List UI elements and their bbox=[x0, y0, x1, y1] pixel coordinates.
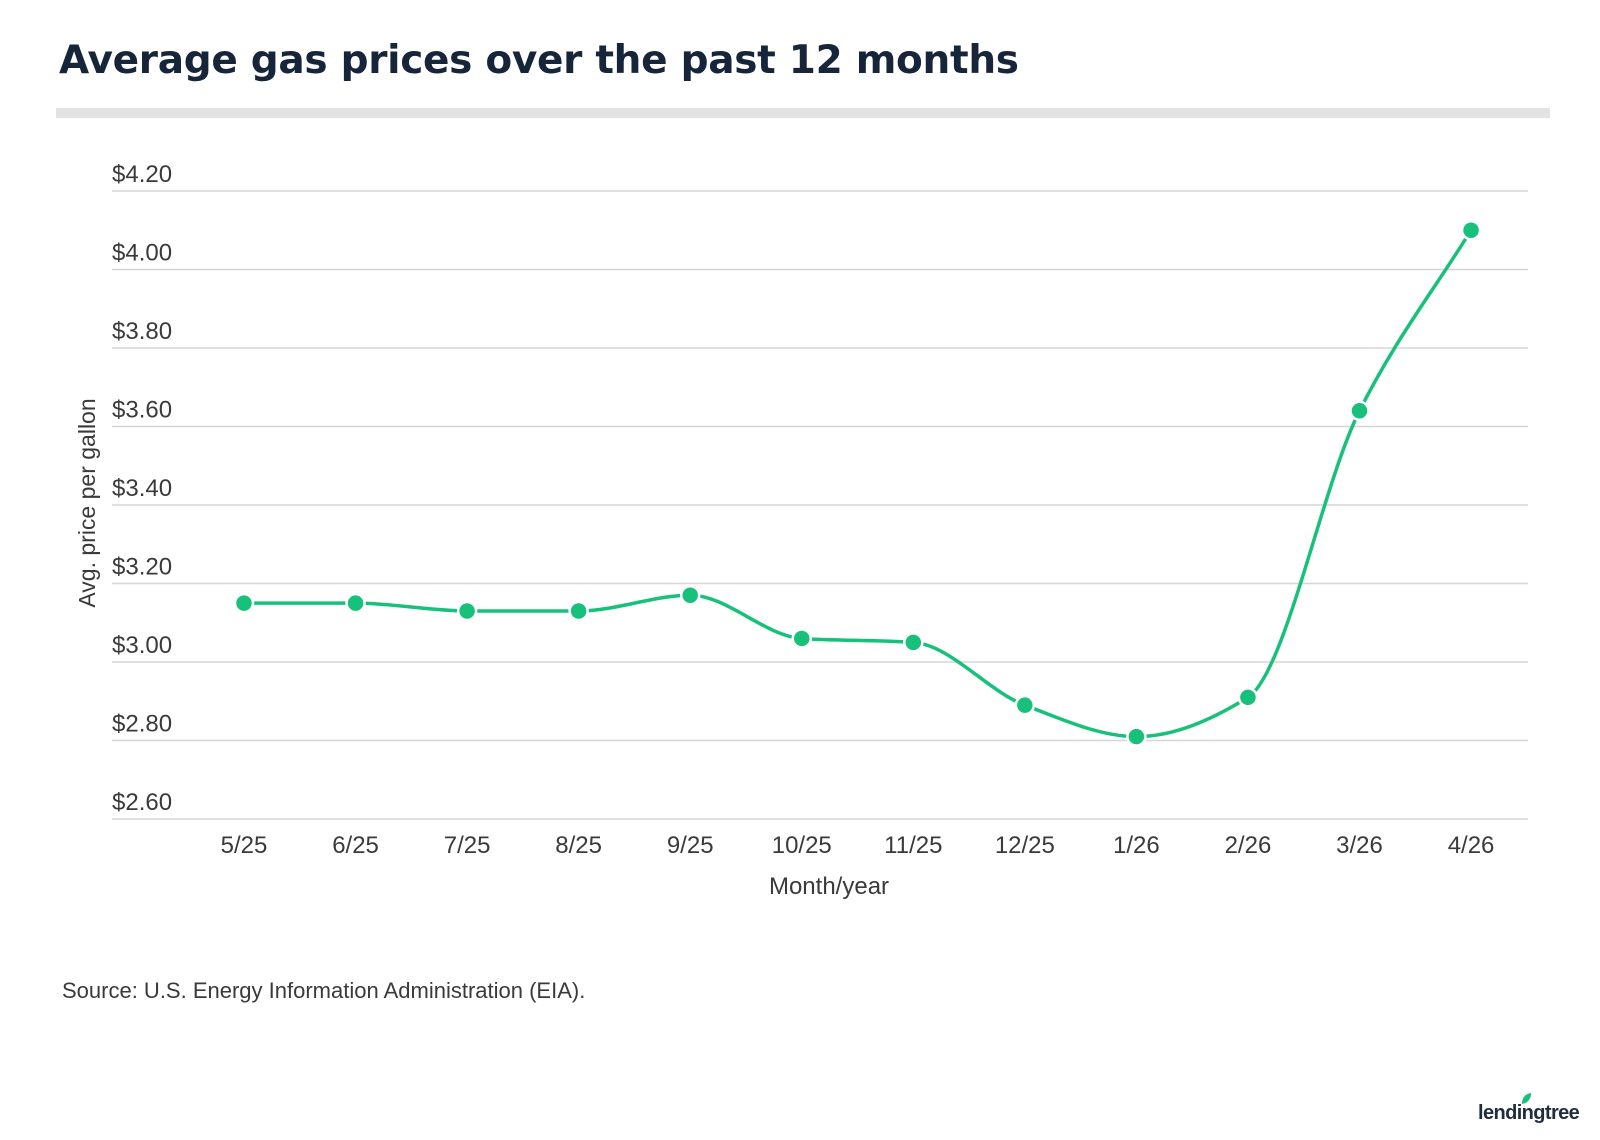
x-tick-label: 1/26 bbox=[1113, 832, 1160, 859]
y-tick-label: $3.00 bbox=[112, 632, 172, 659]
data-point bbox=[233, 592, 255, 614]
y-tick-label: $3.20 bbox=[112, 554, 172, 581]
x-tick-label: 4/26 bbox=[1448, 832, 1495, 859]
leaf-icon bbox=[1522, 1093, 1531, 1104]
data-point bbox=[345, 592, 366, 614]
y-tick-label: $3.40 bbox=[112, 475, 172, 502]
title-divider bbox=[56, 108, 1550, 118]
y-tick-label: $4.00 bbox=[112, 240, 172, 267]
y-axis-label: Avg. price per gallon bbox=[74, 398, 100, 607]
x-tick-label: 5/25 bbox=[221, 832, 268, 859]
data-point bbox=[903, 632, 924, 653]
y-tick-label: $4.20 bbox=[112, 161, 172, 188]
x-tick-label: 10/25 bbox=[772, 832, 832, 859]
x-tick-label: 7/25 bbox=[444, 832, 491, 859]
data-point bbox=[679, 585, 701, 606]
data-point bbox=[791, 628, 812, 649]
lendingtree-logo: lendingtree bbox=[1478, 1093, 1583, 1132]
gridlines bbox=[112, 190, 1528, 820]
data-point bbox=[1460, 220, 1482, 241]
x-tick-label: 2/26 bbox=[1225, 832, 1272, 859]
data-point bbox=[456, 600, 478, 622]
x-tick-label: 11/25 bbox=[884, 832, 942, 859]
logo-text: lendingtree bbox=[1478, 1102, 1580, 1124]
y-tick-label: $2.60 bbox=[112, 789, 172, 816]
data-points bbox=[233, 220, 1482, 747]
series-line bbox=[242, 228, 1473, 739]
y-tick-label: $3.60 bbox=[112, 397, 172, 424]
x-axis-ticks: 5/25 6/25 7/25 8/25 9/25 10/25 11/25 12/25 1/26 2… bbox=[221, 832, 1495, 859]
y-tick-label: $2.80 bbox=[112, 711, 172, 738]
y-tick-label: $3.80 bbox=[112, 318, 172, 345]
x-tick-label: 8/25 bbox=[555, 832, 602, 859]
chart-title: Average gas prices over the past 12 mont… bbox=[59, 38, 1019, 83]
x-tick-label: 3/26 bbox=[1336, 832, 1383, 859]
line-chart: $4.20 $4.00 $3.80 $3.60 $3.40 $3.20 $3.00 $2.80… bbox=[74, 161, 1528, 900]
data-point bbox=[1014, 694, 1036, 716]
data-point bbox=[1126, 726, 1147, 747]
x-tick-label: 9/25 bbox=[667, 832, 714, 859]
x-tick-label: 6/25 bbox=[332, 832, 379, 859]
x-tick-label: 12/25 bbox=[995, 832, 1055, 859]
data-point bbox=[568, 600, 589, 622]
x-axis-label: Month/year bbox=[769, 873, 889, 900]
data-point bbox=[1237, 687, 1259, 708]
source-note: Source: U.S. Energy Information Administ… bbox=[62, 978, 586, 1003]
data-point bbox=[1349, 400, 1370, 422]
y-axis-ticks: $4.20 $4.00 $3.80 $3.60 $3.40 $3.20 $3.00 $2.80… bbox=[112, 161, 172, 816]
